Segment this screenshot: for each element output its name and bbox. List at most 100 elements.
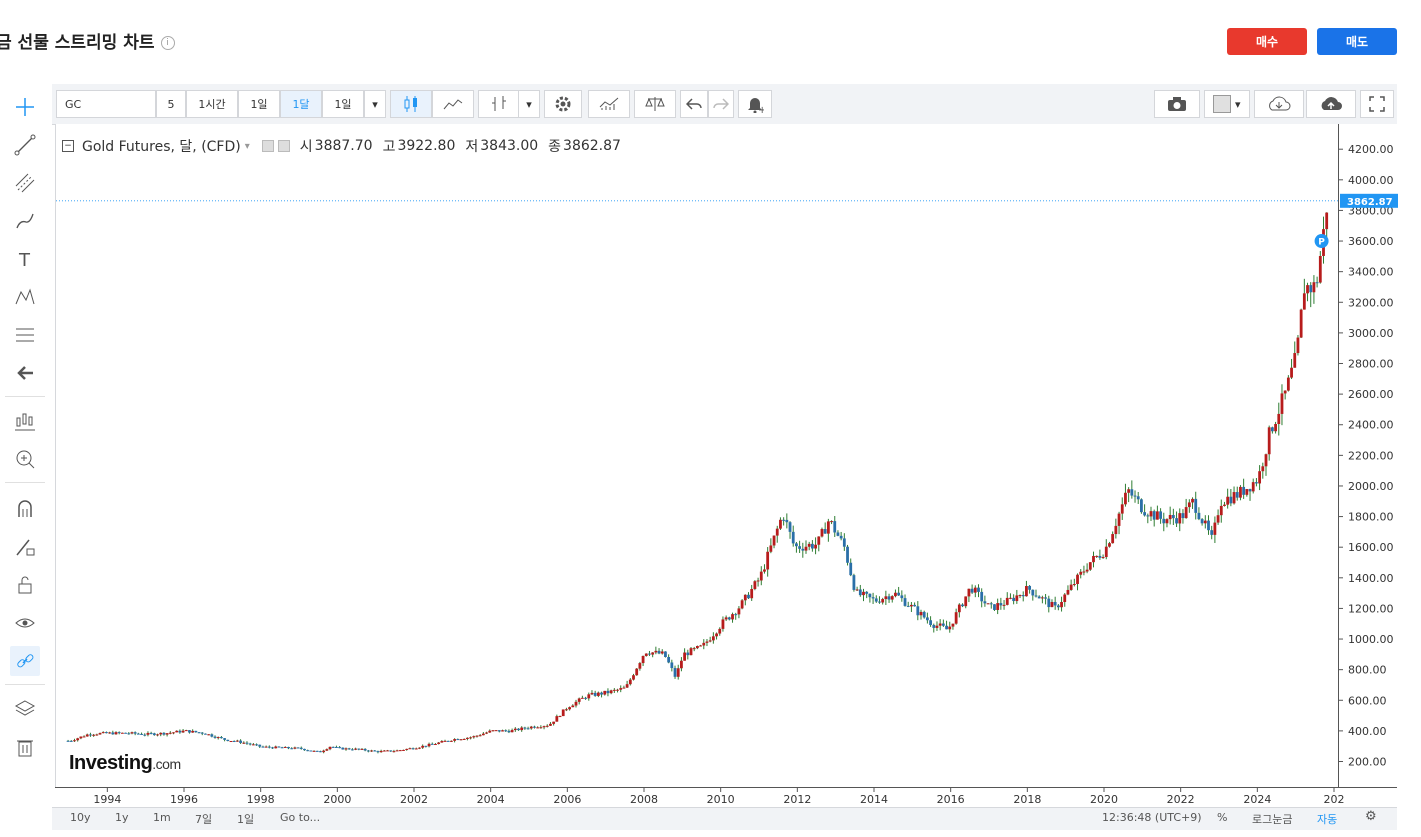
interval-5[interactable]: 5 bbox=[156, 90, 186, 118]
candle-body bbox=[105, 732, 108, 734]
bars-icon[interactable] bbox=[478, 90, 520, 118]
candle-body bbox=[1031, 589, 1035, 596]
candle-body bbox=[862, 591, 865, 596]
chart-toolbar: GC 5 1시간 1일 1달 1일 ▾ ▾ + ▾ bbox=[52, 84, 1397, 125]
candle-body bbox=[491, 730, 495, 732]
candle-body bbox=[686, 652, 690, 656]
text-icon[interactable]: T bbox=[10, 244, 40, 274]
trash-icon[interactable] bbox=[10, 732, 40, 762]
zoom-icon[interactable] bbox=[10, 444, 40, 474]
collapse-legend-icon[interactable]: − bbox=[62, 140, 74, 152]
candle-body bbox=[561, 709, 565, 717]
indicators-icon[interactable] bbox=[10, 406, 40, 436]
cloud-upload-icon[interactable] bbox=[1306, 90, 1356, 118]
candle-body bbox=[1312, 282, 1316, 293]
y-tick-label: 1200.00 bbox=[1348, 602, 1394, 615]
chart-plot-area[interactable]: P bbox=[55, 124, 1339, 787]
undo-icon[interactable] bbox=[680, 90, 708, 118]
fullscreen-icon[interactable] bbox=[1360, 90, 1394, 118]
candle-body bbox=[258, 744, 262, 747]
magnet-icon[interactable] bbox=[10, 494, 40, 524]
chart-type-dropdown-icon[interactable]: ▾ bbox=[518, 90, 540, 118]
log-scale-toggle[interactable]: 로그눈금 bbox=[1252, 813, 1293, 826]
sell-button[interactable]: 매도 bbox=[1317, 28, 1397, 55]
redo-icon[interactable] bbox=[708, 90, 734, 118]
page-title: 금 선물 스트리밍 차트 i bbox=[0, 28, 175, 53]
candle-body bbox=[1159, 511, 1162, 519]
alert-bell-icon[interactable]: + bbox=[738, 90, 772, 118]
candle-body bbox=[488, 730, 492, 733]
settings-gear-icon[interactable] bbox=[544, 90, 582, 118]
buy-button[interactable]: 매수 bbox=[1227, 28, 1307, 55]
candle-body bbox=[753, 581, 757, 590]
percent-toggle[interactable]: % bbox=[1217, 811, 1228, 824]
trend-line-icon[interactable] bbox=[10, 130, 40, 160]
instrument-name[interactable]: Gold Futures, 달, (CFD) bbox=[82, 139, 241, 155]
candles-icon[interactable] bbox=[390, 90, 432, 118]
candle-body bbox=[1235, 492, 1239, 498]
price-axis[interactable]: 200.00 400.00 600.00 800.00 1000.00 1200.00 14… bbox=[1338, 124, 1398, 787]
candle-body bbox=[1223, 504, 1226, 506]
candle-body bbox=[299, 747, 303, 749]
candle-body bbox=[398, 750, 402, 752]
time-axis[interactable]: 1994 1996 1998 2000 2002 2004 2006 2008 2010 2012… bbox=[55, 787, 1397, 808]
candle-body bbox=[807, 543, 811, 547]
candle-body bbox=[1021, 595, 1025, 597]
candle-body bbox=[916, 606, 920, 616]
visibility-toggle-icon[interactable] bbox=[261, 140, 274, 152]
pattern-icon[interactable] bbox=[10, 282, 40, 312]
lock-drawing-icon[interactable] bbox=[10, 532, 40, 562]
symbol-input[interactable]: GC bbox=[56, 90, 156, 118]
candle-body bbox=[395, 750, 399, 752]
link-icon[interactable] bbox=[10, 646, 40, 676]
candle-body bbox=[411, 748, 415, 750]
y-tick-label: 600.00 bbox=[1348, 694, 1387, 707]
goto-button[interactable]: Go to... bbox=[280, 811, 321, 824]
candle-body bbox=[1318, 255, 1322, 283]
range-1m[interactable]: 1m bbox=[153, 811, 171, 824]
candle-body bbox=[1063, 594, 1067, 602]
event-badge[interactable]: P bbox=[1314, 234, 1329, 249]
eye-icon[interactable] bbox=[10, 608, 40, 638]
info-icon[interactable]: i bbox=[160, 36, 175, 50]
candle-body bbox=[801, 548, 805, 551]
indicators-toolbar-icon[interactable] bbox=[588, 90, 630, 118]
candle-body bbox=[858, 589, 862, 596]
parallel-channel-icon[interactable] bbox=[10, 168, 40, 198]
color-picker-icon[interactable]: ▾ bbox=[1204, 90, 1250, 118]
camera-icon[interactable] bbox=[1154, 90, 1200, 118]
candle-body bbox=[386, 750, 389, 752]
candle-body bbox=[1207, 520, 1210, 531]
range-7d[interactable]: 7일 bbox=[195, 813, 213, 826]
interval-1mo[interactable]: 1달 bbox=[280, 90, 322, 118]
axis-settings-gear-icon[interactable]: ⚙ bbox=[1365, 809, 1377, 824]
back-arrow-icon[interactable] bbox=[10, 358, 40, 388]
fib-icon[interactable] bbox=[10, 320, 40, 350]
cloud-download-icon[interactable] bbox=[1254, 90, 1304, 118]
candle-body bbox=[1005, 597, 1009, 605]
auto-scale-toggle[interactable]: 자동 bbox=[1317, 813, 1338, 826]
line-chart-icon[interactable] bbox=[432, 90, 474, 118]
interval-dropdown-icon[interactable]: ▾ bbox=[364, 90, 386, 118]
candle-body bbox=[1088, 562, 1092, 570]
range-10y[interactable]: 10y bbox=[70, 811, 91, 824]
range-1d[interactable]: 1일 bbox=[237, 813, 255, 826]
candle-body bbox=[98, 733, 102, 735]
range-1y[interactable]: 1y bbox=[115, 811, 129, 824]
brush-icon[interactable] bbox=[10, 206, 40, 236]
legend-dropdown-icon[interactable]: ▾ bbox=[244, 140, 250, 152]
candle-body bbox=[303, 748, 306, 751]
candle-body bbox=[533, 726, 536, 728]
candle-body bbox=[1085, 569, 1089, 572]
candle-body bbox=[481, 733, 485, 736]
layers-icon[interactable] bbox=[10, 694, 40, 724]
crosshair-icon[interactable] bbox=[10, 92, 40, 122]
lock-icon[interactable] bbox=[10, 570, 40, 600]
interval-custom[interactable]: 1일 bbox=[322, 90, 364, 118]
legend-settings-icon[interactable] bbox=[277, 140, 290, 152]
interval-1d[interactable]: 1일 bbox=[238, 90, 280, 118]
compare-scale-icon[interactable] bbox=[634, 90, 676, 118]
candle-body bbox=[925, 617, 929, 621]
interval-1h[interactable]: 1시간 bbox=[186, 90, 238, 118]
candle-body bbox=[628, 679, 632, 685]
